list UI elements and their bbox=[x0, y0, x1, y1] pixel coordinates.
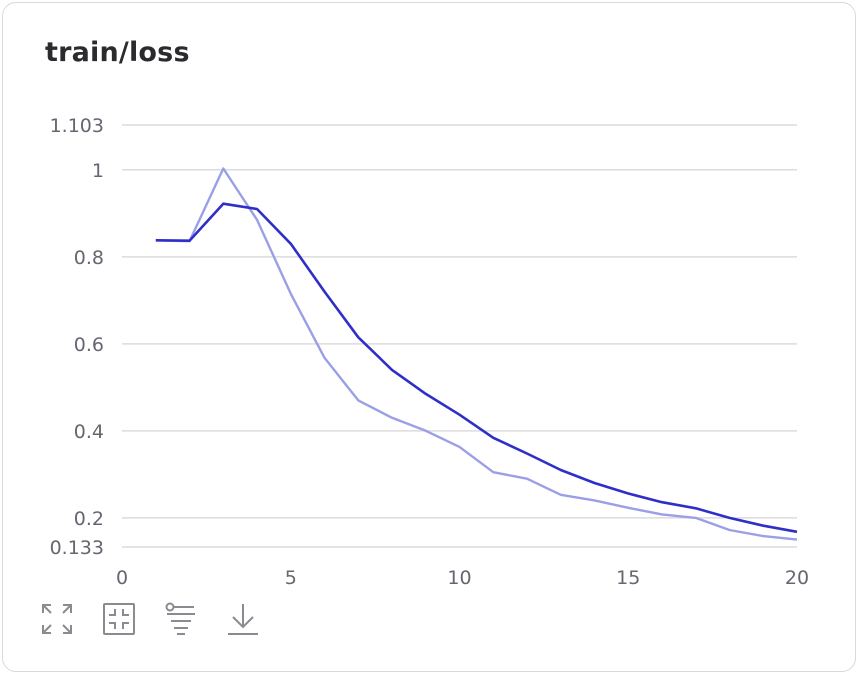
expand-icon[interactable] bbox=[40, 602, 74, 636]
fit-to-view-icon[interactable] bbox=[102, 602, 136, 636]
y-tick-label: 0.2 bbox=[74, 508, 104, 530]
x-tick-label: 20 bbox=[785, 567, 809, 589]
series-line-raw bbox=[155, 167, 798, 541]
series-line-smoothed bbox=[155, 202, 798, 534]
y-tick-label: 0.6 bbox=[74, 334, 104, 356]
y-tick-label: 0.4 bbox=[74, 421, 104, 443]
x-tick-label: 10 bbox=[447, 567, 471, 589]
grid-lines bbox=[122, 124, 797, 548]
x-tick-label: 5 bbox=[285, 567, 297, 589]
y-tick-label: 0.8 bbox=[74, 247, 104, 269]
filter-icon[interactable] bbox=[164, 602, 198, 636]
download-icon[interactable] bbox=[226, 602, 260, 636]
y-tick-label: 1.103 bbox=[50, 115, 104, 137]
chart-title: train/loss bbox=[45, 37, 190, 68]
chart-toolbar bbox=[40, 602, 260, 636]
x-axis-labels: 0 5 10 15 20 bbox=[116, 567, 809, 589]
series-lines bbox=[155, 167, 798, 541]
y-tick-label: 0.133 bbox=[50, 537, 104, 559]
x-tick-label: 0 bbox=[116, 567, 128, 589]
y-axis-labels: 0.133 0.2 0.4 0.6 0.8 1 1.103 bbox=[50, 115, 104, 559]
y-tick-label: 1 bbox=[92, 160, 104, 182]
x-tick-label: 15 bbox=[616, 567, 640, 589]
